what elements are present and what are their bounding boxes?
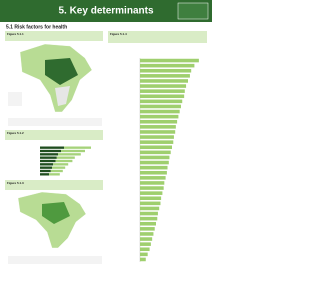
- bar: [140, 145, 172, 150]
- caption-box: [108, 31, 207, 43]
- bar: [140, 135, 174, 139]
- bar: [140, 232, 154, 236]
- figure-caption: Figure 5.1.1: [7, 32, 24, 36]
- bar-segment: [40, 153, 58, 156]
- bar: [140, 201, 161, 206]
- bar: [140, 150, 171, 155]
- bar: [140, 181, 165, 185]
- bar-segment: [53, 163, 69, 166]
- bar: [140, 206, 160, 211]
- logo: [177, 2, 209, 20]
- bar: [140, 89, 185, 93]
- bar: [140, 58, 199, 63]
- bar: [140, 119, 178, 124]
- bar: [140, 125, 176, 129]
- bar: [140, 109, 180, 114]
- bar: [140, 237, 153, 241]
- bar-segment: [52, 166, 66, 169]
- map-region: [42, 202, 70, 224]
- bar: [140, 252, 148, 257]
- bar: [140, 63, 195, 68]
- bar: [140, 68, 192, 73]
- bar: [140, 170, 167, 175]
- bar-segment: [49, 173, 60, 176]
- inset-maps: [8, 256, 102, 264]
- bar: [140, 74, 190, 78]
- caption-box: [5, 31, 103, 41]
- bar: [140, 257, 146, 262]
- bar: [140, 165, 168, 170]
- figure-caption: Figure 5.1.2: [7, 131, 24, 135]
- bar: [140, 94, 185, 99]
- bar-segment: [40, 163, 54, 166]
- bar: [140, 216, 158, 221]
- bar: [140, 114, 179, 119]
- section-title: 5.1 Risk factors for health: [6, 24, 67, 30]
- page-title: 5. Key determinants: [58, 6, 153, 17]
- bar-segment: [40, 173, 49, 176]
- bar: [140, 104, 181, 109]
- bar-segment: [40, 166, 52, 169]
- bar-segment: [56, 156, 75, 159]
- caption-box: [5, 130, 103, 140]
- bar-segment: [58, 153, 81, 156]
- bar: [140, 79, 188, 83]
- bar: [140, 191, 163, 195]
- bar: [140, 130, 176, 134]
- map-legend: [8, 92, 22, 106]
- bar: [140, 84, 187, 88]
- bar: [140, 211, 158, 216]
- map-region: [55, 86, 70, 106]
- inset-maps: [8, 118, 102, 126]
- bar: [140, 186, 164, 190]
- bar: [140, 99, 183, 104]
- document-page: 5. Key determinants 5.1 Risk factors for…: [0, 0, 212, 264]
- bar: [140, 155, 170, 160]
- map-region: [45, 58, 78, 85]
- bar: [140, 221, 156, 226]
- bar: [140, 242, 151, 246]
- bar-segment: [50, 169, 63, 173]
- page: {"header": {"title": "5. Key determinant…: [0, 0, 212, 264]
- figure-caption: Figure 5.1.4: [110, 32, 127, 36]
- bar: [140, 196, 162, 201]
- bar: [140, 247, 150, 252]
- bar-segment: [64, 146, 91, 149]
- bar: [140, 176, 166, 180]
- bar-segment: [40, 169, 51, 173]
- bar-segment: [61, 149, 85, 153]
- bar-segment: [40, 146, 64, 149]
- bar-segment: [40, 156, 57, 159]
- bar-segment: [55, 159, 73, 163]
- header-band: [0, 0, 212, 22]
- bar: [140, 140, 174, 144]
- bar: [140, 160, 169, 165]
- bar-segment: [40, 159, 56, 163]
- bar-segment: [40, 149, 61, 153]
- caption-box: [5, 180, 103, 190]
- figure-caption: Figure 5.1.3: [7, 181, 24, 185]
- bar: [140, 227, 155, 231]
